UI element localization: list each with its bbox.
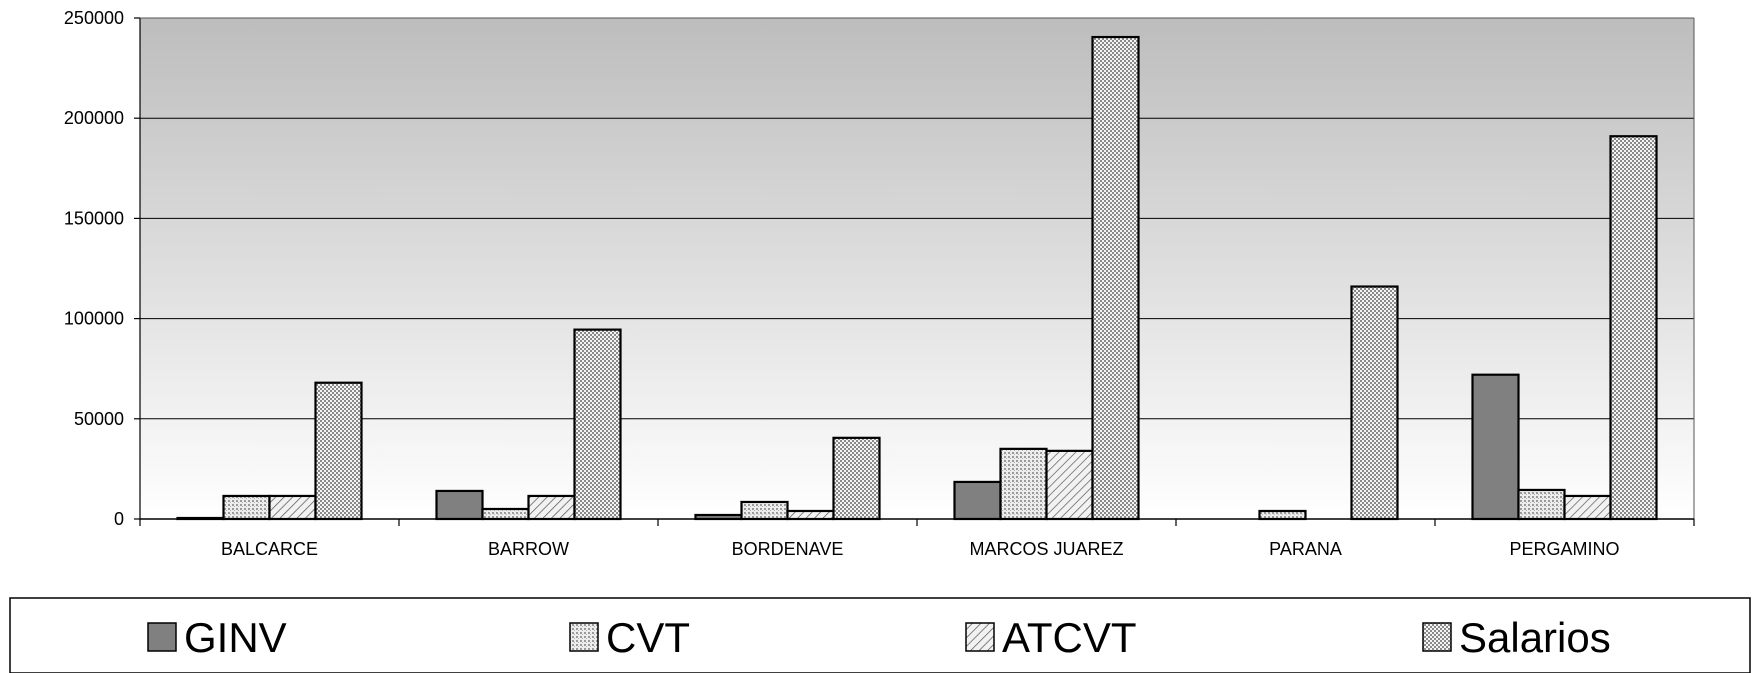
bar-atcvt-barrow xyxy=(527,494,576,521)
legend-label-ginv: GINV xyxy=(184,614,287,661)
plot-area-background xyxy=(140,18,1694,519)
x-tick-label: MARCOS JUAREZ xyxy=(969,539,1123,559)
y-tick-label: 200000 xyxy=(64,108,124,128)
legend-swatch-cvt xyxy=(569,622,599,652)
bar-atcvt-pergamino xyxy=(1563,494,1612,521)
bar-atcvt-balcarce xyxy=(268,494,317,521)
bar-salarios-marcos-juarez xyxy=(1091,35,1140,521)
bar-ginv-barrow xyxy=(435,489,484,521)
axes xyxy=(134,17,1695,526)
x-tick-label: BORDENAVE xyxy=(732,539,844,559)
legend-label-cvt: CVT xyxy=(606,614,690,661)
bar-cvt-balcarce xyxy=(222,494,271,521)
x-tick-label: PARANA xyxy=(1269,539,1342,559)
bar-salarios-balcarce xyxy=(314,381,363,521)
bar-ginv-marcos-juarez xyxy=(953,480,1002,521)
bar-cvt-marcos-juarez xyxy=(999,447,1048,521)
bar-atcvt-marcos-juarez xyxy=(1045,449,1094,521)
bars xyxy=(176,35,1658,521)
y-tick-label: 100000 xyxy=(64,309,124,329)
bar-salarios-bordenave xyxy=(832,436,881,521)
bar-cvt-pergamino xyxy=(1517,488,1566,521)
legend-label-salarios: Salarios xyxy=(1459,614,1611,661)
legend-swatch-atcvt xyxy=(965,622,995,652)
y-tick-label: 50000 xyxy=(74,409,124,429)
legend-swatch-salarios xyxy=(1422,622,1452,652)
y-axis-labels: 0 50000 100000 150000 200000 250000 xyxy=(64,8,124,529)
y-tick-label: 150000 xyxy=(64,208,124,228)
bar-salarios-parana xyxy=(1350,285,1399,521)
x-tick-label: BALCARCE xyxy=(221,539,318,559)
bar-atcvt-bordenave xyxy=(786,509,835,521)
x-axis-labels: BALCARCE BARROW BORDENAVE MARCOS JUAREZ PARA… xyxy=(221,539,1620,559)
bar-salarios-pergamino xyxy=(1609,135,1658,521)
x-tick-label: PERGAMINO xyxy=(1509,539,1619,559)
bar-cvt-barrow xyxy=(481,507,530,521)
bar-cvt-bordenave xyxy=(740,500,789,521)
y-tick-label: 0 xyxy=(114,509,124,529)
x-tick-label: BARROW xyxy=(488,539,569,559)
legend-box xyxy=(9,597,1751,673)
legend-label-atcvt: ATCVT xyxy=(1002,614,1137,661)
bar-cvt-parana xyxy=(1258,509,1307,521)
legend: GINV CVT ATCVT Salarios xyxy=(147,614,1611,661)
y-tick-label: 250000 xyxy=(64,8,124,28)
bar-ginv-pergamino xyxy=(1471,373,1520,521)
bar-salarios-barrow xyxy=(573,328,622,521)
legend-swatch-ginv xyxy=(147,622,177,652)
